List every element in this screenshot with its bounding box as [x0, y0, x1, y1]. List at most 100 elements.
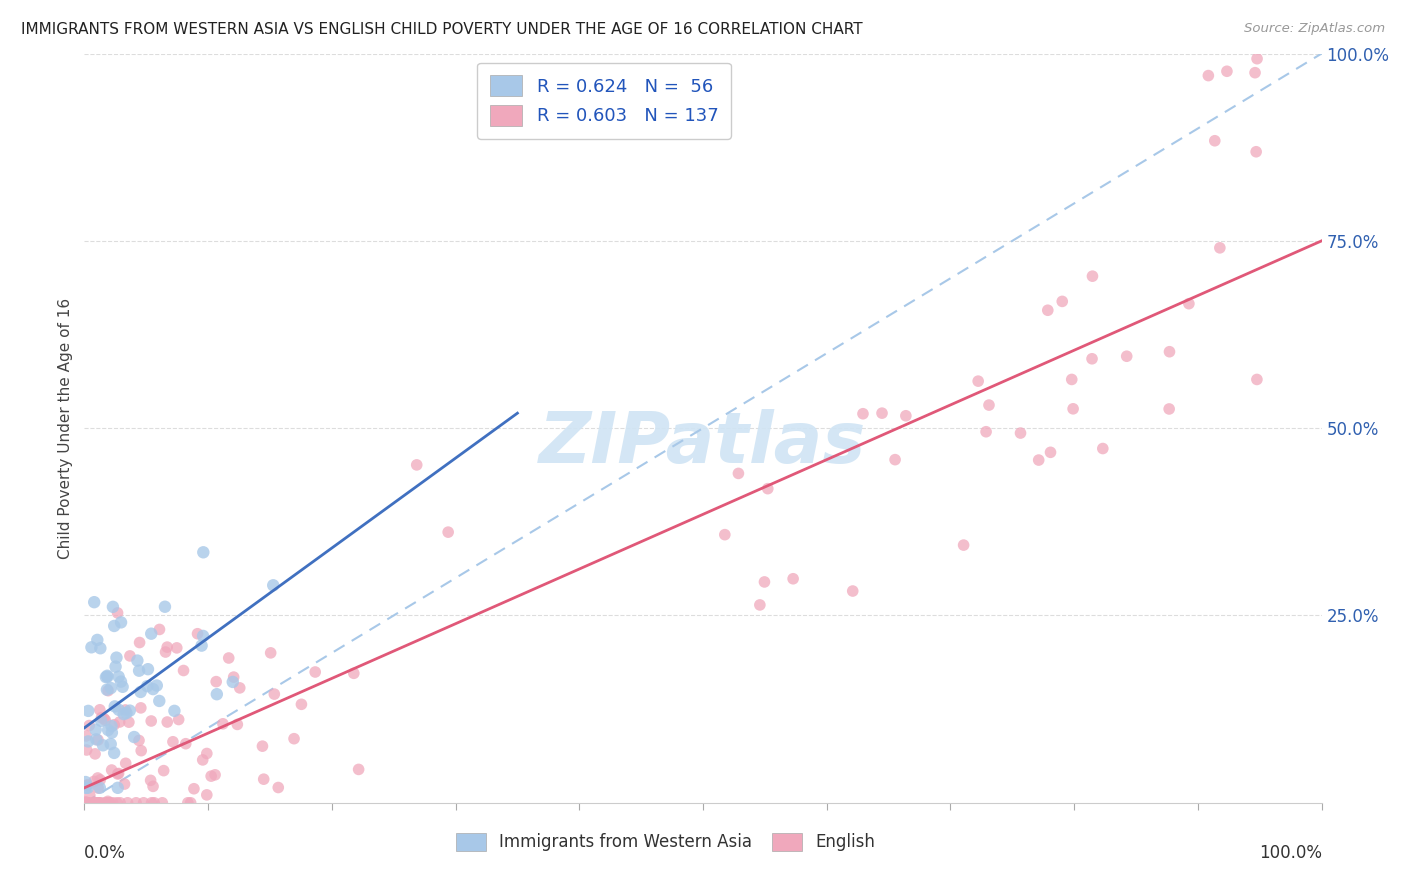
Point — [193, 545, 215, 559]
Point — [782, 572, 804, 586]
Point — [132, 796, 155, 810]
Point — [84, 796, 107, 810]
Point — [101, 725, 124, 739]
Point — [1115, 349, 1137, 363]
Point — [118, 715, 141, 730]
Point — [94, 713, 117, 727]
Point — [852, 407, 875, 421]
Point — [89, 772, 111, 787]
Point — [77, 796, 100, 810]
Point — [86, 632, 108, 647]
Point — [253, 772, 276, 787]
Point — [107, 606, 129, 620]
Point — [437, 525, 460, 540]
Point — [103, 717, 125, 731]
Point — [100, 681, 122, 695]
Point — [1216, 64, 1239, 78]
Point — [84, 747, 107, 761]
Point — [79, 789, 101, 803]
Point — [118, 648, 141, 663]
Point — [89, 641, 111, 656]
Point — [93, 712, 115, 726]
Point — [263, 687, 285, 701]
Point — [75, 775, 97, 789]
Point — [107, 670, 129, 684]
Point — [86, 796, 108, 810]
Point — [222, 674, 245, 689]
Point — [153, 599, 176, 614]
Point — [226, 717, 249, 731]
Point — [111, 680, 134, 694]
Point — [98, 796, 121, 810]
Point — [150, 796, 173, 810]
Point — [163, 704, 186, 718]
Point — [101, 599, 124, 614]
Point — [97, 796, 120, 810]
Point — [84, 723, 107, 737]
Point — [180, 796, 202, 810]
Point — [166, 640, 188, 655]
Point — [212, 716, 235, 731]
Point — [1010, 425, 1032, 440]
Point — [97, 723, 120, 737]
Point — [152, 764, 174, 778]
Point — [841, 584, 863, 599]
Point — [100, 737, 122, 751]
Point — [91, 739, 114, 753]
Point — [139, 773, 162, 788]
Point — [173, 664, 195, 678]
Point — [76, 743, 98, 757]
Point — [748, 598, 770, 612]
Point — [200, 769, 222, 783]
Point — [97, 796, 120, 810]
Point — [76, 778, 98, 792]
Point — [155, 645, 177, 659]
Point — [110, 674, 132, 689]
Point — [195, 788, 218, 802]
Point — [143, 796, 166, 810]
Point — [127, 654, 149, 668]
Point — [114, 703, 136, 717]
Point — [1197, 69, 1219, 83]
Point — [1246, 372, 1268, 386]
Point — [204, 768, 226, 782]
Point — [952, 538, 974, 552]
Point — [1178, 296, 1201, 310]
Point — [86, 796, 108, 810]
Point — [1062, 401, 1084, 416]
Point — [75, 729, 97, 743]
Point — [89, 796, 111, 810]
Point — [83, 774, 105, 789]
Point — [80, 640, 103, 655]
Point — [141, 796, 163, 810]
Point — [283, 731, 305, 746]
Point — [141, 714, 163, 728]
Point — [128, 635, 150, 649]
Point — [110, 615, 132, 630]
Text: 100.0%: 100.0% — [1258, 844, 1322, 862]
Point — [97, 796, 120, 810]
Point — [107, 703, 129, 717]
Point — [142, 780, 165, 794]
Text: ZIPatlas: ZIPatlas — [540, 409, 866, 477]
Point — [100, 719, 122, 733]
Point — [75, 795, 97, 809]
Point — [148, 623, 170, 637]
Text: 0.0%: 0.0% — [84, 844, 127, 862]
Point — [967, 374, 990, 388]
Point — [87, 771, 110, 785]
Point — [177, 796, 200, 810]
Point — [1246, 52, 1268, 66]
Point — [205, 674, 228, 689]
Point — [229, 681, 252, 695]
Point — [727, 467, 749, 481]
Point — [96, 670, 118, 684]
Point — [90, 714, 112, 728]
Point — [125, 796, 148, 810]
Point — [94, 796, 117, 810]
Point — [115, 706, 138, 720]
Point — [89, 780, 111, 795]
Point — [114, 777, 136, 791]
Point — [156, 714, 179, 729]
Point — [1159, 344, 1181, 359]
